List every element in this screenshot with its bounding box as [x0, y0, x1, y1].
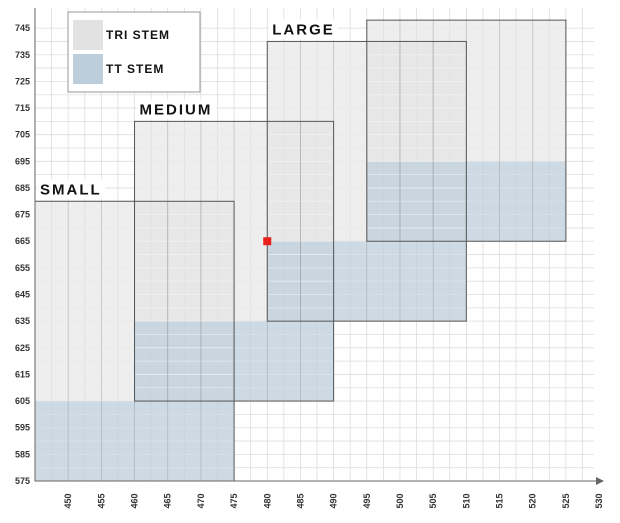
y-tick-label: 655 — [15, 263, 30, 273]
size-labels: SMALL MEDIUM LARGE — [37, 19, 338, 200]
x-tick-label: 505 — [428, 493, 438, 508]
legend-swatch-tt — [73, 54, 103, 84]
x-tick-label: 455 — [96, 493, 106, 508]
y-tick-label: 685 — [15, 183, 30, 193]
tt-stem-region-2 — [267, 241, 467, 322]
y-tick-label: 595 — [15, 423, 30, 433]
y-tick-label: 605 — [15, 396, 30, 406]
legend-swatch-tri — [73, 20, 103, 50]
y-tick-label: 615 — [15, 369, 30, 379]
x-tick-label: 500 — [395, 493, 405, 508]
y-tick-label: 715 — [15, 103, 30, 113]
size-label-large: LARGE — [272, 21, 335, 38]
y-tick-label: 705 — [15, 130, 30, 140]
size-label-bg — [37, 179, 105, 200]
x-tick-label: 460 — [130, 493, 140, 508]
y-tick-label: 665 — [15, 236, 30, 246]
x-tick-label: 485 — [295, 493, 305, 508]
y-tick-label: 645 — [15, 290, 30, 300]
y-tick-label: 585 — [15, 449, 30, 459]
y-tick-label: 695 — [15, 156, 30, 166]
red-marker — [263, 237, 272, 246]
size-regions — [34, 19, 567, 482]
size-label-bg — [136, 99, 217, 120]
x-tick-label: 510 — [461, 493, 471, 508]
x-tick-label: 465 — [163, 493, 173, 508]
x-tick-label: 530 — [594, 493, 604, 508]
legend-label-tri: TRI STEM — [106, 28, 170, 42]
size-outline-1 — [134, 120, 335, 402]
x-tick-label: 480 — [262, 493, 272, 508]
legend: TRI STEM TT STEM — [67, 11, 201, 93]
x-axis-arrow — [596, 477, 604, 485]
size-outline-3 — [366, 19, 567, 242]
y-tick-label: 725 — [15, 76, 30, 86]
tick-labels: 575 585 595 605 615 625 635 645 655 665 675 685 695 7… — [15, 23, 604, 508]
size-label-small: SMALL — [40, 181, 102, 198]
y-tick-label: 745 — [15, 23, 30, 33]
x-tick-label: 515 — [495, 493, 505, 508]
tt-stem-region-0 — [35, 401, 235, 481]
x-tick-label: 520 — [528, 493, 538, 508]
y-tick-label: 575 — [15, 476, 30, 486]
x-tick-label: 475 — [229, 493, 239, 508]
x-tick-label: 490 — [329, 493, 339, 508]
size-label-medium: MEDIUM — [140, 101, 213, 118]
x-tick-label: 470 — [196, 493, 206, 508]
y-tick-label: 675 — [15, 210, 30, 220]
marker-layer — [263, 237, 272, 246]
axes — [34, 8, 604, 485]
y-tick-label: 625 — [15, 343, 30, 353]
legend-label-tt: TT STEM — [106, 62, 164, 76]
y-tick-label: 635 — [15, 316, 30, 326]
x-tick-label: 495 — [362, 493, 372, 508]
y-tick-label: 735 — [15, 50, 30, 60]
x-tick-label: 525 — [561, 493, 571, 508]
size-label-bg — [269, 19, 338, 40]
x-tick-label: 450 — [63, 493, 73, 508]
